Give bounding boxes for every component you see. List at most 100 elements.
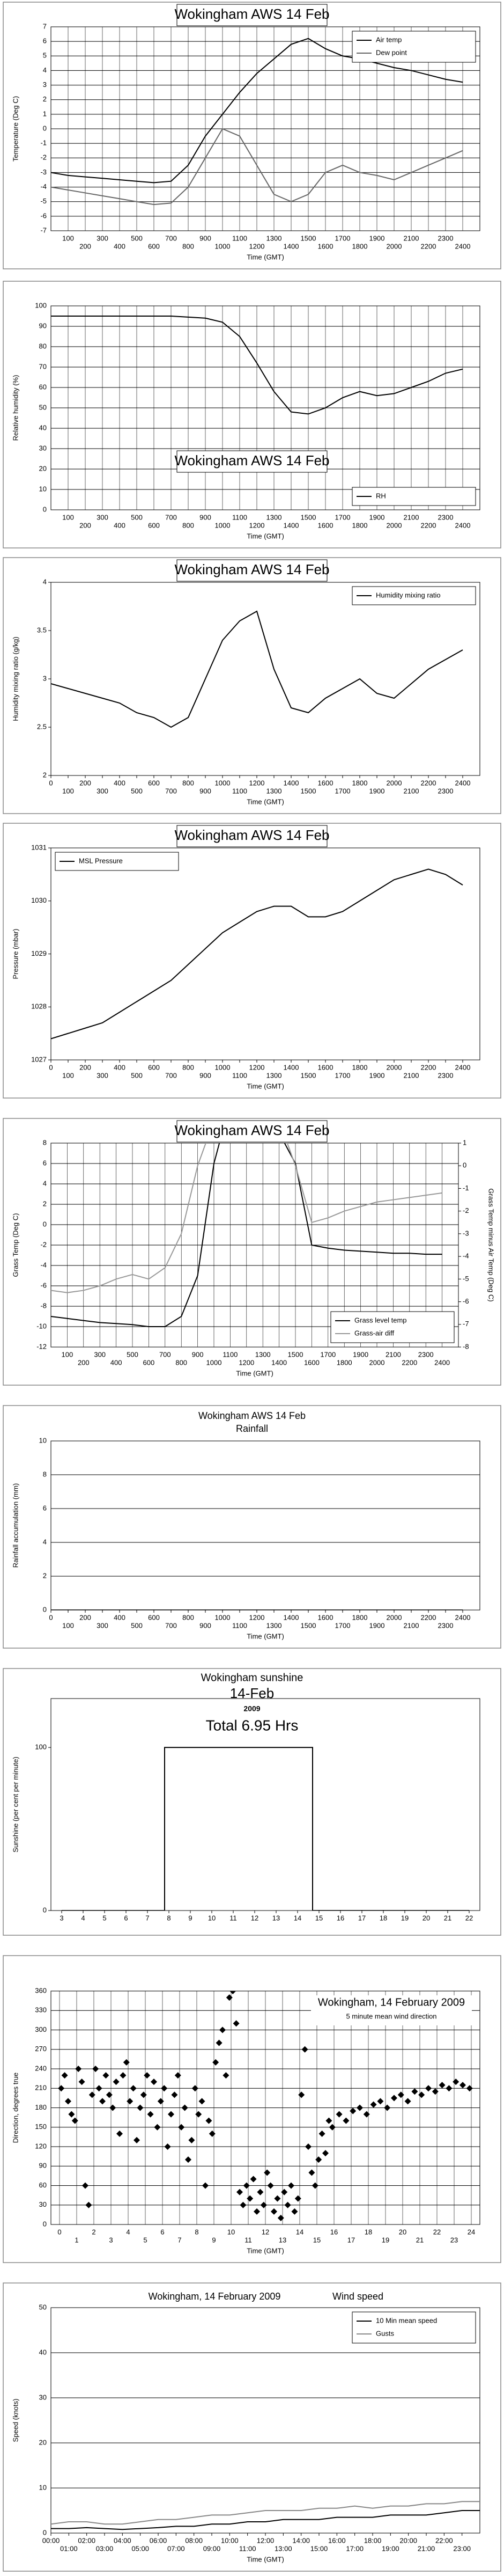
y-tick-label: 2.5 bbox=[37, 722, 47, 730]
line bbox=[51, 1143, 442, 1293]
legend-label: RH bbox=[376, 492, 386, 500]
x-tick-label: 600 bbox=[148, 779, 160, 787]
y-tick-label: 10 bbox=[39, 485, 47, 493]
y-tick-label: 60 bbox=[39, 2181, 47, 2189]
x-tick-label: 0 bbox=[57, 2228, 61, 2236]
x-tick-label: 4 bbox=[126, 2228, 130, 2236]
y-tick-label: 5 bbox=[43, 52, 47, 60]
x-tick-label: 1400 bbox=[284, 1613, 299, 1621]
point bbox=[154, 2124, 161, 2131]
y-tick-label: 360 bbox=[35, 1986, 47, 1994]
x-tick-label: 1700 bbox=[320, 1350, 336, 1358]
line bbox=[62, 1747, 469, 1911]
x-tick-label: 2100 bbox=[404, 787, 419, 795]
legend-label: Gusts bbox=[376, 2329, 394, 2337]
x-tick-label: 1300 bbox=[255, 1350, 271, 1358]
x-tick-label: 1000 bbox=[215, 779, 231, 787]
x-axis-label: Time (GMT) bbox=[247, 797, 284, 806]
x-tick-label: 09:00 bbox=[203, 2544, 221, 2552]
x-tick-label: 400 bbox=[114, 1063, 125, 1071]
x-tick-label: 16 bbox=[337, 1914, 344, 1922]
y-tick-label: 0 bbox=[43, 1605, 47, 1613]
y2-tick-label: -5 bbox=[463, 1275, 469, 1283]
point bbox=[384, 2104, 391, 2111]
x-tick-label: 7 bbox=[177, 2236, 181, 2244]
x-tick-label: 1900 bbox=[369, 234, 385, 242]
y-tick-label: 60 bbox=[39, 383, 47, 391]
x-tick-label: 1300 bbox=[266, 1621, 282, 1629]
x-tick-label: 1800 bbox=[352, 779, 368, 787]
x-axis-label: Time (GMT) bbox=[247, 2555, 284, 2563]
x-tick-label: 800 bbox=[175, 1358, 187, 1366]
legend-box bbox=[55, 852, 179, 871]
x-tick-label: 200 bbox=[78, 1358, 90, 1366]
point bbox=[181, 2104, 188, 2111]
title-box bbox=[311, 1995, 472, 2025]
point bbox=[466, 2085, 473, 2092]
x-tick-label: 100 bbox=[62, 234, 74, 242]
x-tick-label: 19 bbox=[382, 2236, 389, 2244]
point bbox=[305, 2143, 312, 2150]
legend-label: Grass level temp bbox=[354, 1316, 407, 1324]
point bbox=[168, 2111, 174, 2118]
point bbox=[161, 2085, 168, 2092]
y-tick-label: 210 bbox=[35, 2084, 47, 2092]
x-tick-label: 2100 bbox=[386, 1350, 401, 1358]
line bbox=[51, 38, 463, 184]
chart-title: Wokingham AWS 14 Feb bbox=[174, 1122, 329, 1138]
title-box bbox=[176, 1120, 328, 1143]
point bbox=[294, 2195, 301, 2202]
x-tick-label: 1500 bbox=[301, 1621, 316, 1629]
x-tick-label: 200 bbox=[79, 1613, 91, 1621]
point bbox=[82, 2182, 88, 2189]
x-tick-label: 1900 bbox=[369, 787, 385, 795]
chart-title: Wokingham AWS 14 Feb bbox=[174, 6, 329, 22]
point bbox=[209, 2130, 216, 2137]
x-tick-label: 700 bbox=[165, 1621, 177, 1629]
point bbox=[120, 2072, 127, 2079]
x-tick-label: 0 bbox=[49, 779, 53, 787]
x-tick-label: 100 bbox=[62, 1071, 74, 1079]
x-tick-label: 1000 bbox=[215, 1063, 231, 1071]
x-tick-label: 14 bbox=[296, 2228, 303, 2236]
x-tick-label: 1300 bbox=[266, 234, 282, 242]
point bbox=[312, 2182, 318, 2189]
legend-box bbox=[352, 487, 476, 506]
point bbox=[446, 2085, 453, 2092]
y-tick-label: 6 bbox=[43, 1159, 47, 1167]
x-tick-label: 10 bbox=[227, 2228, 235, 2236]
x-axis-label: Time (GMT) bbox=[247, 2246, 284, 2255]
x-tick-label: 200 bbox=[79, 521, 91, 529]
y2-tick-label: -6 bbox=[463, 1297, 469, 1305]
y-tick-label: 3 bbox=[43, 80, 47, 89]
legend-label: MSL Pressure bbox=[79, 857, 123, 865]
point bbox=[134, 2136, 140, 2143]
y-tick-label: 3 bbox=[43, 674, 47, 682]
plot-area bbox=[50, 1698, 480, 1911]
x-tick-label: 900 bbox=[199, 1621, 211, 1629]
point bbox=[109, 2104, 116, 2111]
x-tick-label: 900 bbox=[199, 787, 211, 795]
x-tick-label: 1000 bbox=[215, 242, 231, 250]
y-tick-label: -6 bbox=[40, 1281, 47, 1289]
x-tick-label: 8 bbox=[195, 2228, 198, 2236]
x-tick-label: 1100 bbox=[232, 513, 247, 521]
point bbox=[102, 2072, 109, 2079]
point bbox=[113, 2079, 120, 2085]
x-tick-label: 2200 bbox=[421, 1613, 436, 1621]
x-tick-label: 300 bbox=[97, 513, 108, 521]
point bbox=[185, 2156, 191, 2163]
x-tick-label: 12 bbox=[251, 1914, 258, 1922]
x-tick-label: 9 bbox=[212, 2236, 216, 2244]
x-tick-label: 1400 bbox=[284, 1063, 299, 1071]
line bbox=[51, 1143, 442, 1327]
y-tick-label: 180 bbox=[35, 2103, 47, 2111]
y-tick-label: 30 bbox=[39, 2393, 47, 2401]
x-tick-label: 1300 bbox=[266, 787, 282, 795]
x-tick-label: 500 bbox=[131, 1621, 143, 1629]
x-tick-label: 11 bbox=[244, 2236, 252, 2244]
x-tick-label: 1200 bbox=[249, 521, 265, 529]
point bbox=[322, 2150, 329, 2157]
point bbox=[65, 2098, 71, 2105]
y-axis-label: Sunshine (per cent per minute) bbox=[11, 1757, 19, 1852]
